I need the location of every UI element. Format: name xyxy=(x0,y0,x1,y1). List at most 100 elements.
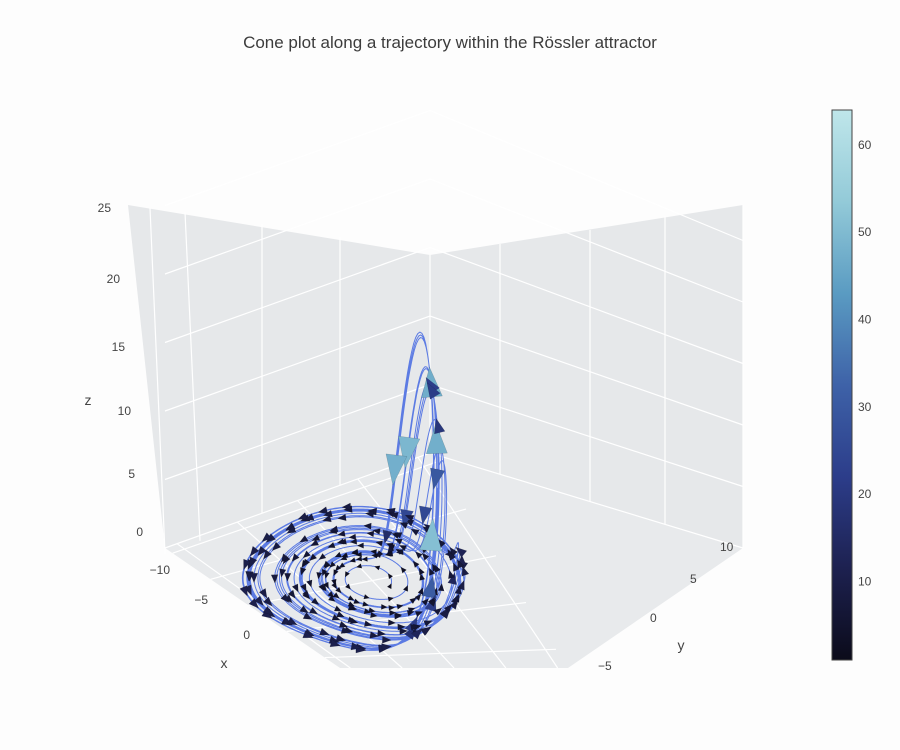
cone-mark xyxy=(336,610,345,618)
cone-mark xyxy=(461,565,470,577)
cone-mark xyxy=(394,613,402,620)
cone-mark xyxy=(331,582,337,590)
cone-mark xyxy=(388,619,397,626)
cone-mark xyxy=(302,558,311,567)
colorbar: 10 20 30 40 50 60 xyxy=(830,108,900,663)
colorbar-tick-label: 40 xyxy=(858,313,872,327)
cone-mark xyxy=(309,553,318,561)
cone-mark xyxy=(369,631,379,639)
cone-mark xyxy=(344,583,351,590)
cone-mark xyxy=(318,583,325,592)
cone-mark xyxy=(440,609,451,620)
y-tick-label: 10 xyxy=(720,540,734,554)
cone-mark xyxy=(258,588,268,599)
cone-plot-3d[interactable]: 0 5 10 15 20 25 −10 −5 0 −5 0 5 10 z x y xyxy=(0,0,820,750)
axis-labels: z x y xyxy=(85,392,685,671)
grid-line xyxy=(164,109,744,242)
cone-mark xyxy=(334,551,342,558)
cone-mark xyxy=(333,605,343,612)
cone-mark xyxy=(284,573,292,582)
cone-mark xyxy=(351,548,359,555)
cone-mark xyxy=(377,629,387,637)
z-tick-label: 25 xyxy=(98,201,112,215)
cone-mark xyxy=(434,564,441,573)
cone-mark xyxy=(300,583,307,592)
cone-mark xyxy=(340,554,348,561)
cone-mark xyxy=(280,553,290,563)
grid-line xyxy=(164,178,744,303)
cone-mark xyxy=(429,567,436,576)
cone-mark xyxy=(386,583,392,590)
y-tick-label: −5 xyxy=(598,659,612,673)
cone-mark xyxy=(385,453,408,486)
cone-mark xyxy=(457,559,465,569)
cone-mark xyxy=(248,598,259,609)
cone-mark xyxy=(382,529,393,544)
cone-mark xyxy=(243,558,252,571)
cone-mark xyxy=(338,562,346,569)
cone-mark xyxy=(299,534,309,543)
cone-mark xyxy=(249,556,258,568)
cone-mark xyxy=(400,566,407,574)
cone-mark xyxy=(389,512,399,520)
cone-mark xyxy=(381,643,393,652)
cone-mark xyxy=(443,603,453,613)
cone-mark xyxy=(454,585,462,595)
cone-mark xyxy=(398,545,407,552)
cone-mark xyxy=(337,513,347,522)
z-tick-label: 0 xyxy=(136,525,143,539)
cone-mark xyxy=(418,567,425,576)
y-tick-label: 5 xyxy=(690,572,697,586)
cone-mark xyxy=(414,593,422,602)
axis-ticks: 0 5 10 15 20 25 −10 −5 0 −5 0 5 10 xyxy=(98,201,734,673)
cone-mark xyxy=(417,587,424,595)
cone-mark xyxy=(335,634,347,642)
cone-mark xyxy=(353,598,361,604)
cone-mark xyxy=(340,626,351,634)
cone-mark xyxy=(402,584,409,592)
cone-mark xyxy=(350,642,362,651)
cone-mark xyxy=(426,382,441,400)
cone-mark xyxy=(286,525,297,534)
cone-mark xyxy=(291,553,300,562)
y-tick-label: 0 xyxy=(650,611,657,625)
cone-mark xyxy=(419,505,433,526)
cone-mark xyxy=(341,502,352,511)
cone-mark xyxy=(316,571,323,580)
cone-mark xyxy=(319,627,330,636)
cone-mark xyxy=(344,571,351,578)
cone-mark xyxy=(419,517,443,552)
cone-mark xyxy=(338,538,347,545)
cone-mark xyxy=(363,620,373,627)
cone-mark xyxy=(404,514,415,522)
cone-mark xyxy=(271,541,282,552)
cone-mark xyxy=(393,532,403,539)
colorbar-tick-label: 30 xyxy=(858,400,872,414)
cone-mark xyxy=(453,562,460,572)
cone-mark xyxy=(348,533,357,541)
cone-mark xyxy=(363,593,370,600)
cone-mark xyxy=(323,581,329,590)
cone-mark xyxy=(381,603,388,610)
cone-mark xyxy=(389,609,397,616)
x-tick-label: −10 xyxy=(150,563,171,577)
cone-mark xyxy=(428,598,437,607)
cone-mark xyxy=(291,583,299,593)
cone-mark xyxy=(368,607,376,614)
cone-mark xyxy=(421,598,429,606)
grid-line xyxy=(149,207,166,554)
cone-mark xyxy=(349,538,358,545)
cone-mark xyxy=(370,549,377,555)
cone-mark xyxy=(322,514,332,523)
cone-mark xyxy=(396,603,404,610)
cone-mark xyxy=(332,592,340,599)
cone-mark xyxy=(300,567,307,576)
cone-mark xyxy=(299,605,309,614)
cone-mark xyxy=(257,545,267,557)
cone-mark xyxy=(372,528,381,535)
cone-mark xyxy=(334,564,342,572)
cone-mark xyxy=(448,551,457,561)
cone-mark xyxy=(347,604,356,611)
cone-mark xyxy=(407,607,416,614)
cones xyxy=(239,366,470,654)
